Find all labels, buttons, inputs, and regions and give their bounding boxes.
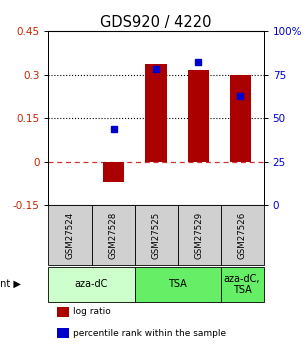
Title: GDS920 / 4220: GDS920 / 4220 xyxy=(100,15,212,30)
Text: GSM27529: GSM27529 xyxy=(195,212,204,259)
Bar xyxy=(103,162,125,182)
Text: aza-dC: aza-dC xyxy=(75,279,108,289)
Text: GSM27525: GSM27525 xyxy=(152,212,161,259)
Text: GSM27524: GSM27524 xyxy=(65,212,75,259)
Text: log ratio: log ratio xyxy=(73,307,111,316)
Bar xyxy=(230,75,251,162)
Bar xyxy=(135,205,178,265)
Bar xyxy=(178,205,221,265)
Bar xyxy=(48,205,92,265)
Bar xyxy=(92,205,135,265)
Bar xyxy=(48,267,135,302)
Bar xyxy=(221,267,264,302)
Bar xyxy=(221,205,264,265)
Text: agent ▶: agent ▶ xyxy=(0,279,21,289)
Text: percentile rank within the sample: percentile rank within the sample xyxy=(73,329,226,338)
Bar xyxy=(145,65,167,162)
Bar xyxy=(188,70,209,162)
Bar xyxy=(57,307,69,317)
Text: GSM27526: GSM27526 xyxy=(238,212,247,259)
Bar xyxy=(135,267,221,302)
Bar xyxy=(57,328,69,338)
Text: aza-dC,
TSA: aza-dC, TSA xyxy=(224,274,260,295)
Text: TSA: TSA xyxy=(168,279,187,289)
Text: GSM27528: GSM27528 xyxy=(108,212,118,259)
